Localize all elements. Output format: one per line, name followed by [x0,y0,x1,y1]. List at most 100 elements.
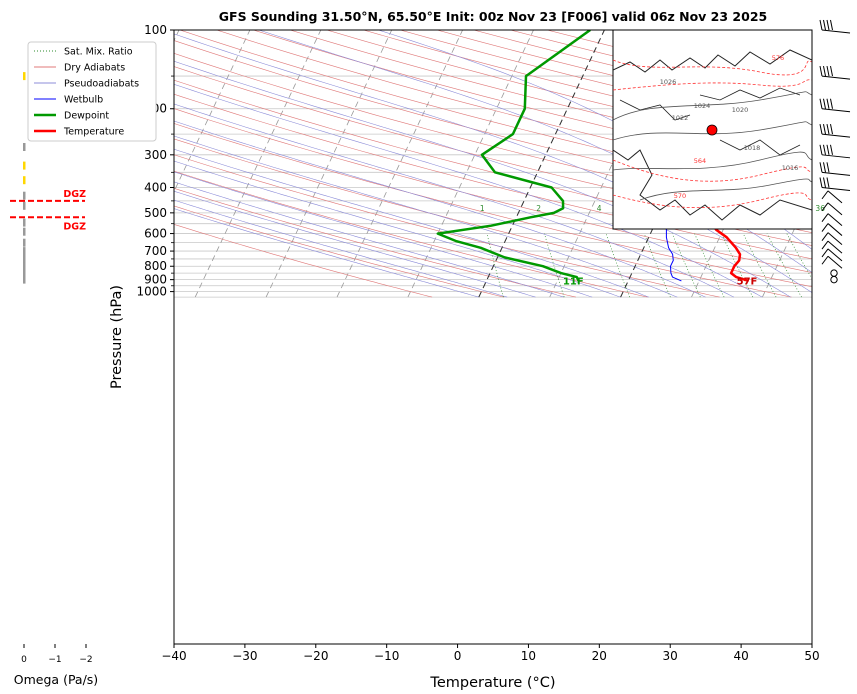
wind-barb-flag [830,144,833,155]
omega-tick-label: −2 [79,655,92,665]
inset-map: 1026 1024 1022 1020 1018 1016 564 570 576 [612,29,813,230]
mixing-ratio-line [643,233,671,298]
height-contour [613,159,812,182]
omega-tick-label: 0 [21,655,27,665]
coastline [613,49,812,73]
wind-barb-flag [826,162,830,173]
pseudoadiabat [174,103,735,298]
pseudoadiabat [174,208,479,298]
pseudoadiabat [174,181,564,298]
omega-bar [23,218,26,227]
legend-label: Pseudoadiabats [64,79,139,90]
x-tick-label: 50 [804,649,819,663]
wind-barb-staff [827,223,843,236]
pseudoadiabat-lines [174,30,812,298]
wind-barb-staff [821,108,851,113]
y-tick-label: 700 [144,244,167,258]
wind-barb-staff [827,248,843,262]
isotherm-line [336,30,463,298]
legend: Sat. Mix. Ratio Dry Adiabats Pseudoadiabat… [27,41,157,142]
mixing-ratio-line [671,233,701,298]
wind-barb-staff [821,133,851,138]
omega-bar [23,254,26,263]
dry-adiabat [179,30,812,197]
omega-bar [23,238,26,247]
dry-adiabat [216,30,812,185]
y-tick-label: 300 [144,148,167,162]
x-tick-label: 30 [663,649,678,663]
dry-adiabat [174,205,505,298]
wind-barb-flag [823,144,826,155]
wind-barb-staff [827,213,843,227]
mixing-ratio-line [832,234,857,298]
isobar-contour [613,91,812,121]
wind-barb-flag [823,98,826,109]
wind-barb-flag [830,124,833,135]
omega-bar [23,227,26,236]
wind-barb-flag [823,19,826,31]
inset-contour-label: 1016 [782,164,799,172]
wind-barbs [811,19,851,644]
wind-barb-flag [819,144,823,155]
wind-barb-staff [821,154,851,159]
inset-contour-label: 564 [694,157,706,165]
mixing-ratio-label: 36 [815,204,825,213]
surface-temperature-label: 57F [737,277,758,288]
inset-contour-label: 570 [674,192,686,200]
wind-barb-flag [821,213,829,222]
surface-dewpoint-label: 11F [563,277,584,288]
coastline [619,99,691,121]
mixing-ratio-line [721,233,754,298]
wind-barb-flag [823,124,826,135]
pseudoadiabat [174,120,706,298]
y-tick-label: 500 [144,206,167,220]
y-tick-label: 100 [144,23,167,37]
wind-barb-staff [827,255,843,269]
pseudoadiabat [174,148,650,298]
omega-bar [23,275,26,284]
wind-barb-flag [830,65,833,77]
inset-contour-label: 576 [772,54,784,62]
omega-axis-label: Omega (Pa/s) [14,672,98,687]
isotherm-line [407,30,534,298]
pseudoadiabat [174,160,621,298]
x-tick-label: −20 [303,649,328,663]
location-marker [706,124,718,136]
wind-barb-flag [821,255,829,265]
wind-barb-staff [827,240,843,254]
pseudoadiabat [174,199,508,298]
dry-adiabat [174,224,433,298]
x-tick-label: 10 [521,649,536,663]
x-tick-label: −30 [232,649,257,663]
mixing-ratio-label: 1 [480,204,485,213]
wind-barb-flag [826,124,830,135]
omega-panel: 0 −1 −2 Omega (Pa/s) DGZ DGZ [10,72,98,687]
inset-contour-labels: 1026 1024 1022 1020 1018 1016 564 570 576 [660,54,799,200]
omega-bar [23,72,26,81]
inset-contour-label: 1018 [744,144,761,152]
dry-adiabat [174,123,812,288]
x-tick-label: 0 [454,649,462,663]
inset-contour-label: 1022 [672,114,689,122]
isobar-contour [613,151,812,171]
isotherm-line [265,30,393,298]
mixing-ratio-lines [486,233,857,298]
y-tick-label: 600 [144,227,167,241]
dgz-label: DGZ [63,221,86,232]
wind-barb-flag [821,190,829,200]
x-axis-label: Temperature (°C) [429,675,555,691]
wind-barb-calm [830,275,838,284]
inset-contour-label: 1024 [694,102,711,110]
legend-box [27,41,157,142]
wind-barb-flag [826,98,830,109]
y-tick-label: 1000 [136,285,167,299]
pseudoadiabat [174,190,536,298]
coastline [719,139,801,156]
inset-contour-label: 1026 [660,78,677,86]
legend-label: Wetbulb [64,95,103,106]
wind-barb-flag [826,144,830,155]
height-contour [613,192,812,209]
wind-barb-flag [821,223,829,232]
dry-adiabat [174,108,812,273]
